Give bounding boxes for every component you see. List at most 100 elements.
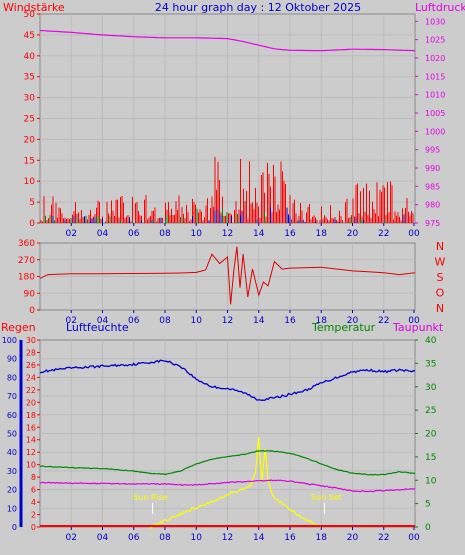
direction-tick-label: 360 <box>18 239 35 249</box>
rain-tick-label: 18 <box>26 411 36 420</box>
wind-tick-label: 40 <box>24 52 36 62</box>
rain-tick-label: 22 <box>26 386 36 395</box>
direction-axis-ticks: 0 90 180 270 360 <box>18 239 40 316</box>
pressure-tick-label: 1000 <box>425 127 445 136</box>
temperature-tick-label: 25 <box>425 406 436 416</box>
humidity-tick-label: 0 <box>12 523 17 532</box>
time-tick-label: 06 <box>128 533 140 543</box>
temperature-tick-label: 35 <box>425 359 436 369</box>
solar-line <box>149 437 322 529</box>
time-tick-label: 16 <box>284 316 296 326</box>
wind-tick-label: 5 <box>29 198 35 208</box>
chart-title: 24 hour graph day : 12 Oktober 2025 <box>155 1 361 14</box>
time-tick-label: 14 <box>253 316 265 326</box>
compass-label: N <box>436 302 444 315</box>
temperature-tick-label: 5 <box>425 500 431 510</box>
pressure-tick-label: 980 <box>425 201 440 210</box>
time-tick-label: 14 <box>253 229 265 239</box>
compass-label: S <box>437 271 444 284</box>
time-tick-label: 04 <box>97 229 109 239</box>
time-tick-label: 18 <box>316 533 328 543</box>
humidity-line <box>39 359 416 401</box>
panel-1-grid <box>40 14 415 223</box>
wind-direction-line <box>39 246 416 305</box>
time-tick-label: 10 <box>191 316 203 326</box>
temperature-tick-label: 40 <box>425 336 437 346</box>
wind-tick-label: 10 <box>24 177 36 187</box>
time-tick-label: 16 <box>284 533 296 543</box>
time-tick-label: 22 <box>378 316 389 326</box>
dewpoint-line <box>39 479 416 493</box>
pressure-tick-label: 1015 <box>425 72 445 81</box>
humidity-tick-label: 100 <box>2 336 17 345</box>
temperature-tick-label: 15 <box>425 453 436 463</box>
pressure-tick-label: 1020 <box>425 54 445 63</box>
time-tick-label: 20 <box>347 533 359 543</box>
rain-tick-label: 0 <box>31 523 36 532</box>
wind-tick-label: 25 <box>24 115 35 125</box>
time-tick-label: 12 <box>222 229 233 239</box>
compass-label: O <box>436 287 445 300</box>
direction-tick-label: 0 <box>29 306 35 316</box>
wind-axis-ticks: 0 5 10 15 20 25 30 35 40 45 50 <box>24 10 40 229</box>
pressure-tick-label: 985 <box>425 182 440 191</box>
time-tick-label: 02 <box>66 533 77 543</box>
rain-tick-label: 28 <box>26 348 36 357</box>
time-tick-label: 18 <box>316 229 328 239</box>
wind-gust-traces <box>40 207 409 223</box>
time-tick-label: 20 <box>347 229 359 239</box>
temperature-tick-label: 30 <box>425 383 437 393</box>
time-tick-label: 04 <box>97 533 109 543</box>
pressure-tick-label: 990 <box>425 164 440 173</box>
humidity-tick-label: 20 <box>7 486 17 495</box>
rain-tick-label: 26 <box>26 361 36 370</box>
wind-tick-label: 0 <box>29 219 35 229</box>
pressure-tick-label: 1025 <box>425 36 445 45</box>
humidity-tick-label: 30 <box>7 467 17 476</box>
panel-1-time-ticks: 02 04 06 08 10 12 14 16 18 20 22 00 <box>66 223 420 239</box>
time-tick-label: 14 <box>253 533 265 543</box>
panel-2-time-ticks: 02 04 06 08 10 12 14 16 18 20 22 00 <box>66 310 420 326</box>
temperature-tick-label: 0 <box>425 523 431 533</box>
luftfeuchte-label: Luftfeuchte <box>66 321 129 334</box>
time-tick-label: 00 <box>408 533 420 543</box>
wind-axis-title: Windstärke <box>3 1 65 14</box>
humidity-tick-label: 80 <box>7 373 17 382</box>
wind-tick-label: 50 <box>24 10 36 20</box>
rain-tick-label: 30 <box>26 336 36 345</box>
rain-tick-label: 4 <box>31 498 36 507</box>
rain-tick-label: 24 <box>26 373 36 382</box>
time-tick-label: 06 <box>128 316 140 326</box>
wind-tick-label: 35 <box>24 73 35 83</box>
time-tick-label: 12 <box>222 316 233 326</box>
rain-tick-label: 8 <box>31 473 36 482</box>
humidity-tick-label: 50 <box>7 430 17 439</box>
direction-tick-label: 270 <box>18 256 35 266</box>
time-tick-label: 22 <box>378 229 389 239</box>
temperature-axis-ticks: 0 5 10 15 20 25 30 35 40 <box>415 336 437 533</box>
pressure-tick-label: 1010 <box>425 91 445 100</box>
time-tick-label: 04 <box>97 316 109 326</box>
pressure-axis-title: Luftdruck <box>415 1 465 14</box>
humidity-tick-label: 40 <box>7 448 17 457</box>
rain-tick-label: 14 <box>26 436 36 445</box>
time-tick-label: 08 <box>159 533 171 543</box>
rain-tick-label: 6 <box>31 486 36 495</box>
direction-tick-label: 90 <box>24 289 36 299</box>
rain-tick-label: 10 <box>26 461 36 470</box>
panel-3-time-ticks: 02 04 06 08 10 12 14 16 18 20 22 00 <box>66 527 420 543</box>
time-tick-label: 20 <box>347 316 359 326</box>
time-tick-label: 08 <box>159 229 171 239</box>
time-tick-label: 00 <box>408 229 420 239</box>
time-tick-label: 00 <box>408 316 420 326</box>
humidity-axis-ticks: 0 10 20 30 40 50 60 70 80 90 100 <box>2 336 17 532</box>
time-tick-label: 08 <box>159 316 171 326</box>
compass-label: N <box>436 240 444 253</box>
rain-tick-label: 2 <box>31 511 36 520</box>
humidity-tick-label: 70 <box>7 392 17 401</box>
